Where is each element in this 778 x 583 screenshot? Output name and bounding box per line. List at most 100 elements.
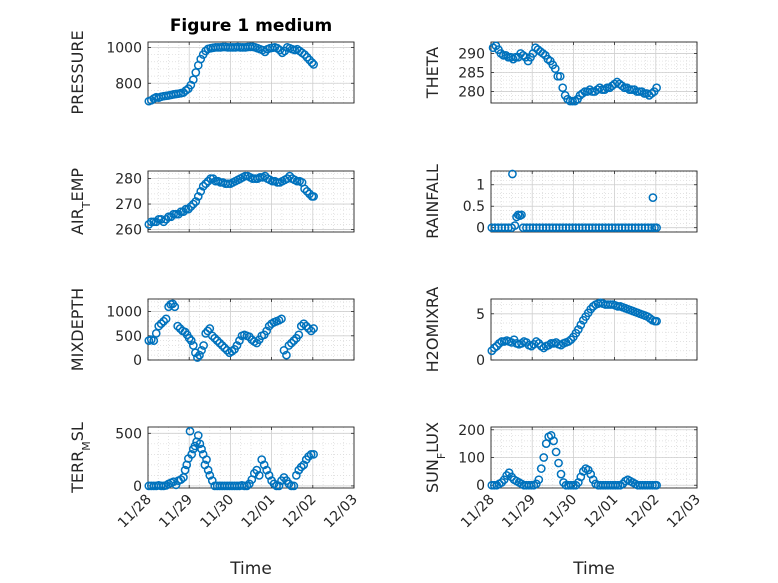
data-point xyxy=(652,223,661,233)
data-point xyxy=(282,350,291,360)
figure-title: Figure 1 medium xyxy=(170,16,332,36)
data-point xyxy=(197,345,206,355)
data-point xyxy=(149,217,159,227)
data-point xyxy=(269,479,279,489)
y-axis-label: H2OMIXRA xyxy=(423,287,442,373)
data-point xyxy=(205,471,215,480)
data-point xyxy=(161,214,171,224)
data-point xyxy=(652,83,661,93)
y-tick-label: 200 xyxy=(458,423,485,439)
data-point xyxy=(191,197,201,206)
data-point xyxy=(538,49,548,58)
data-point xyxy=(309,60,318,69)
data-point xyxy=(309,449,318,459)
data-point xyxy=(272,481,281,491)
data-point xyxy=(240,481,249,491)
data-point xyxy=(223,179,233,189)
y-tick-label: 280 xyxy=(458,85,485,101)
data-point xyxy=(199,341,208,350)
y-tick-label: 0 xyxy=(476,353,485,369)
data-point xyxy=(242,481,252,491)
data-point xyxy=(203,326,213,336)
data-point xyxy=(195,439,205,449)
data-point xyxy=(647,223,657,233)
data-point xyxy=(291,471,301,480)
data-point xyxy=(600,85,610,95)
data-point xyxy=(161,314,171,324)
data-point xyxy=(259,460,269,470)
data-point xyxy=(517,210,526,220)
data-point xyxy=(652,316,661,326)
data-point xyxy=(179,207,188,217)
data-point xyxy=(232,341,242,350)
data-point xyxy=(296,462,306,472)
data-point xyxy=(184,204,193,214)
data-point xyxy=(555,71,565,81)
data-point xyxy=(648,480,657,490)
data-point xyxy=(252,465,262,475)
data-point xyxy=(306,449,316,459)
data-point xyxy=(156,214,166,224)
data-point xyxy=(170,302,180,312)
y-tick-label: 260 xyxy=(115,222,142,238)
data-point xyxy=(302,52,312,62)
data-point xyxy=(300,50,309,59)
x-axis-label-right: Time xyxy=(572,559,615,579)
data-point xyxy=(496,49,506,58)
data-point xyxy=(264,471,274,480)
data-point xyxy=(602,83,612,93)
subplot-2: 280 285 290 THETA xyxy=(423,41,698,106)
data-point xyxy=(556,469,566,479)
data-point xyxy=(164,212,173,222)
data-point xyxy=(558,83,568,93)
y-tick-label: 1 xyxy=(476,178,485,194)
data-point xyxy=(553,71,563,81)
data-point xyxy=(527,480,536,490)
axes-box xyxy=(147,298,355,361)
data-point xyxy=(501,50,511,60)
axes-box xyxy=(147,426,355,489)
data-point xyxy=(508,169,517,179)
data-point xyxy=(154,321,164,331)
data-point xyxy=(588,87,597,96)
data-point xyxy=(196,186,206,196)
data-point xyxy=(296,321,306,331)
y-tick-label: 280 xyxy=(115,172,142,188)
data-point xyxy=(186,336,196,345)
data-point xyxy=(174,209,183,219)
data-point xyxy=(188,199,198,209)
data-point xyxy=(292,176,302,186)
y-axis-label: THETA xyxy=(423,47,442,99)
data-point xyxy=(644,223,653,233)
subplot-5: 0 500 1000 MIXDEPTH xyxy=(68,288,355,371)
data-point xyxy=(166,212,176,222)
data-point xyxy=(176,207,186,217)
data-point xyxy=(277,314,286,324)
axes-box xyxy=(147,41,355,104)
data-point xyxy=(254,471,264,480)
axes-box xyxy=(490,298,698,361)
data-point xyxy=(169,209,178,219)
data-point xyxy=(300,184,309,194)
data-point xyxy=(306,326,316,336)
data-point xyxy=(578,89,587,98)
y-tick-label: 100 xyxy=(458,451,485,467)
data-point xyxy=(539,453,549,462)
data-point xyxy=(576,320,586,330)
subplot-1: 800 1000 PRESSURE xyxy=(68,30,355,115)
data-point xyxy=(279,345,289,355)
data-point xyxy=(647,89,657,98)
data-point xyxy=(554,458,563,468)
data-point xyxy=(549,436,558,446)
y-tick-label: 290 xyxy=(458,46,485,62)
data-point xyxy=(613,480,623,490)
data-point xyxy=(180,465,190,475)
data-point xyxy=(284,341,294,350)
y-axis-label: MIXDEPTH xyxy=(68,288,87,371)
x-axis-label-left: Time xyxy=(229,559,272,579)
data-point xyxy=(245,479,254,489)
data-point xyxy=(299,319,309,329)
data-point xyxy=(193,431,203,440)
data-point xyxy=(275,45,285,55)
data-point xyxy=(304,452,314,461)
